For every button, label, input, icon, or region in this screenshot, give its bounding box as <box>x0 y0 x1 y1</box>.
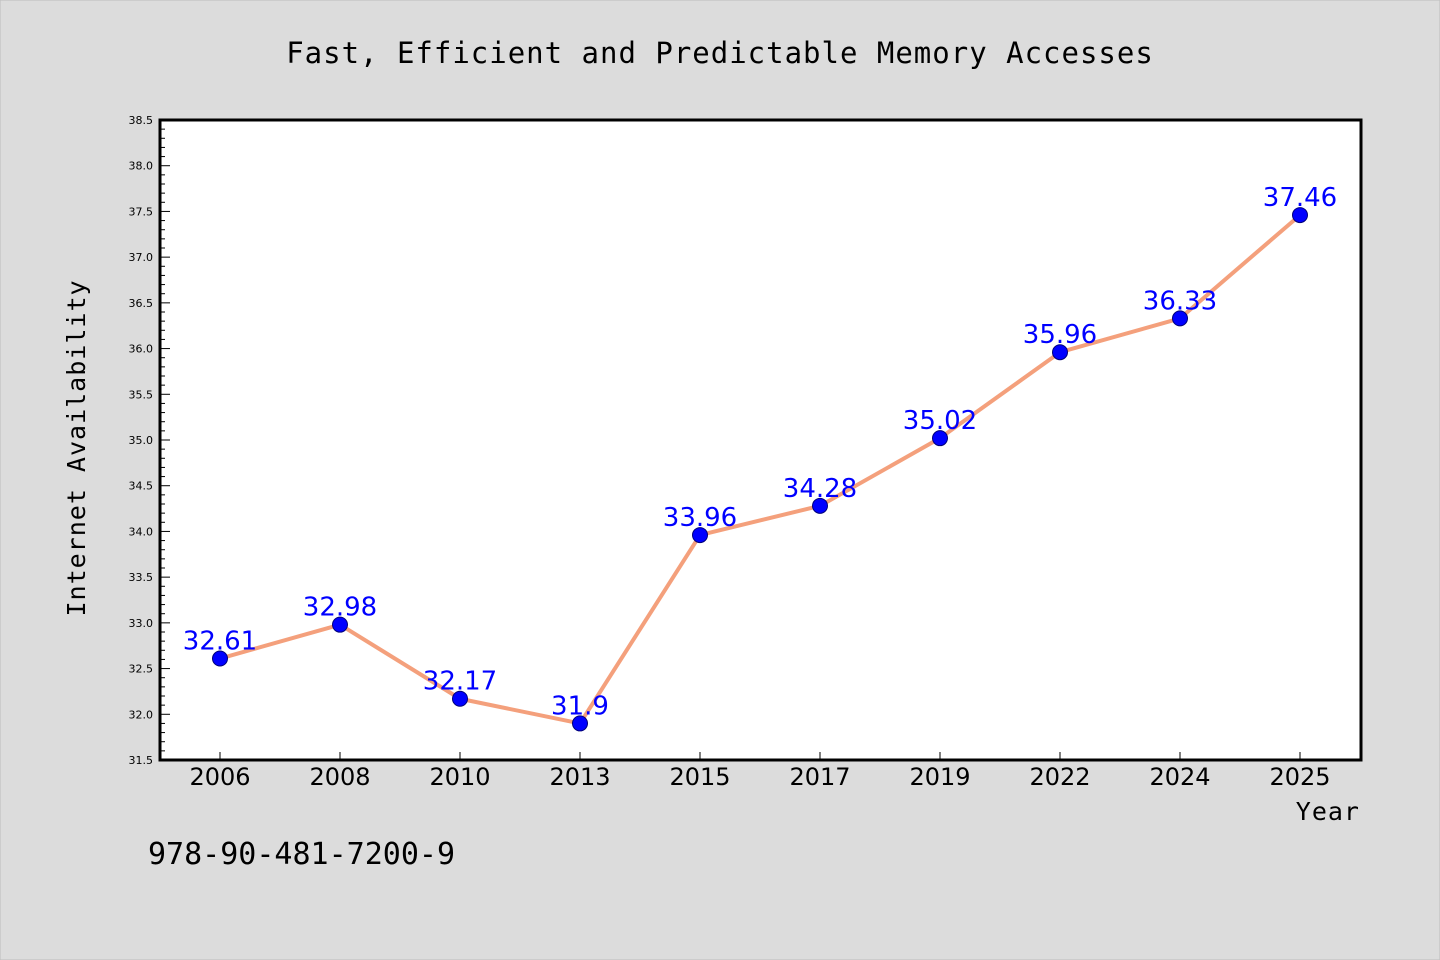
y-tick-label: 36.5 <box>129 297 154 310</box>
data-point-label: 35.96 <box>1023 320 1097 350</box>
y-tick-label: 37.5 <box>129 205 154 218</box>
data-point-label: 34.28 <box>783 474 857 504</box>
data-point-marker <box>332 616 348 633</box>
x-tick-label: 2006 <box>189 763 250 791</box>
y-tick-label: 37.0 <box>129 251 154 264</box>
y-tick-label: 35.0 <box>129 434 154 447</box>
y-tick-label: 38.0 <box>129 160 154 173</box>
data-point-label: 36.33 <box>1143 286 1217 316</box>
data-markers <box>212 207 1308 732</box>
data-point-label: 32.98 <box>303 593 377 623</box>
y-tick-label: 36.0 <box>129 343 154 356</box>
data-point-label: 35.02 <box>903 406 977 436</box>
data-point-label: 32.61 <box>183 627 257 657</box>
y-tick-label: 34.0 <box>129 525 154 538</box>
data-point-marker <box>932 430 948 447</box>
y-tick-label: 32.5 <box>129 663 154 676</box>
y-tick-label: 34.5 <box>129 480 154 493</box>
x-tick-label: 2025 <box>1269 763 1330 791</box>
y-tick-label: 38.5 <box>129 114 154 127</box>
data-point-marker <box>572 715 588 732</box>
chart-title: Fast, Efficient and Predictable Memory A… <box>286 36 1154 70</box>
plot-frame <box>158 118 1363 762</box>
y-tick-label: 33.5 <box>129 571 154 584</box>
x-axis-ticks: 2006 2008 2010 2013 2015 2017 2019 2022 2024 2025 <box>189 752 1331 791</box>
data-labels: 32.61 32.98 32.17 31.9 33.96 34.28 35.02 35.96 3… <box>183 183 1337 721</box>
y-axis-ticks: 31.5 32.0 32.5 33.0 33.5 34.0 34.5 35.0 35.5 36.0… <box>129 114 170 767</box>
y-tick-label: 31.5 <box>129 754 154 767</box>
series-line <box>218 213 1302 726</box>
plot-area <box>160 120 1361 760</box>
x-tick-label: 2008 <box>309 763 370 791</box>
y-tick-label: 33.0 <box>129 617 154 630</box>
data-point-marker <box>212 650 228 667</box>
x-tick-label: 2013 <box>549 763 610 791</box>
data-point-label: 32.17 <box>423 667 497 697</box>
data-point-marker <box>1052 344 1068 361</box>
data-point-marker <box>812 497 828 514</box>
x-tick-label: 2017 <box>789 763 850 791</box>
x-tick-label: 2019 <box>909 763 970 791</box>
data-point-label: 31.9 <box>551 691 609 721</box>
x-tick-label: 2022 <box>1029 763 1090 791</box>
data-point-marker <box>692 527 708 544</box>
y-tick-label: 35.5 <box>129 388 154 401</box>
y-axis-label: Internet Availability <box>62 279 91 616</box>
data-point-marker <box>1172 310 1188 327</box>
y-tick-label: 32.0 <box>129 708 154 721</box>
x-axis-label: Year <box>1296 797 1360 826</box>
data-point-label: 33.96 <box>663 503 737 533</box>
footnote-isbn: 978-90-481-7200-9 <box>148 837 455 872</box>
x-tick-label: 2015 <box>669 763 730 791</box>
x-tick-label: 2024 <box>1149 763 1210 791</box>
data-point-marker <box>452 690 468 707</box>
data-point-marker <box>1292 207 1308 224</box>
x-tick-label: 2010 <box>429 763 490 791</box>
data-point-label: 37.46 <box>1263 183 1337 213</box>
